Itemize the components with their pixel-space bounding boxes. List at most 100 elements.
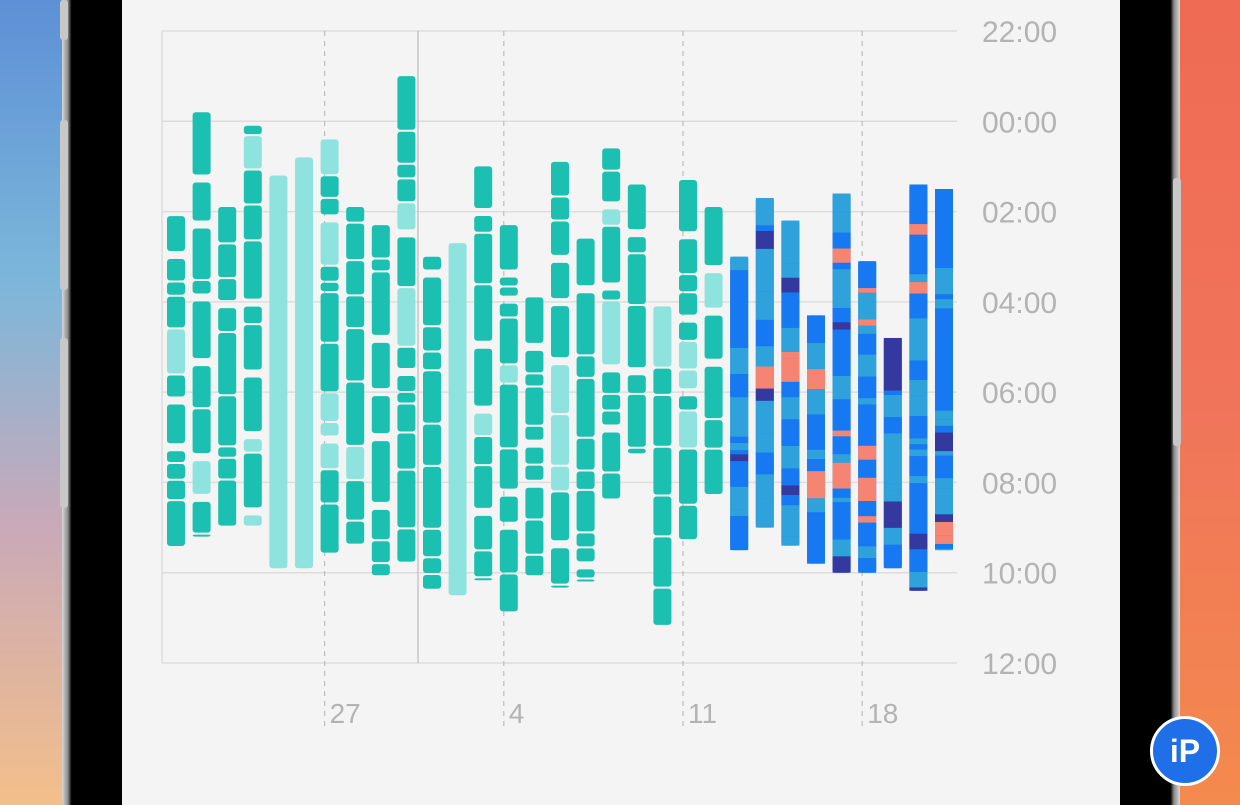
sleep-segment: [653, 496, 672, 536]
sleep-segment: [243, 136, 262, 169]
sleep-segment: [807, 343, 825, 370]
sleep-segment: [883, 501, 902, 528]
sleep-segment: [653, 537, 672, 587]
sleep-bar: [730, 256, 749, 551]
sleep-segment: [832, 462, 851, 489]
sleep-segment: [807, 369, 825, 390]
sleep-segment: [653, 306, 672, 367]
sleep-schedule-chart: 22:00 00:00 02:00 04:00 06:00 08:00 10:00 12:00…: [161, 16, 1057, 730]
sleep-segment: [883, 365, 902, 391]
sleep-segment: [832, 329, 851, 335]
y-axis-ticks: 22:00 00:00 02:00 04:00 06:00 08:00 10:00 12:00: [982, 16, 1057, 681]
x-tick-label: 18: [867, 698, 898, 729]
sleep-segment: [346, 481, 365, 520]
sleep-segment: [525, 297, 544, 343]
sleep-segment: [858, 445, 877, 460]
sleep-bar: [883, 337, 902, 569]
sleep-segment: [423, 371, 441, 423]
sleep-segment: [935, 336, 953, 359]
sleep-segment: [807, 449, 825, 460]
sleep-segment: [218, 333, 237, 395]
sleep-segment: [243, 306, 262, 324]
sleep-segment: [448, 243, 467, 596]
sleep-segment: [935, 478, 953, 489]
sleep-segment: [551, 262, 569, 299]
sleep-segment: [807, 536, 825, 563]
sleep-segment: [679, 411, 697, 448]
sleep-segment: [781, 495, 800, 506]
sleep-segment: [320, 393, 339, 422]
sleep-segment: [704, 366, 723, 419]
sleep-segment: [346, 329, 365, 381]
sleep-segment: [755, 198, 774, 226]
sleep-segment: [858, 522, 877, 547]
sleep-segment: [167, 404, 185, 444]
sleep-segment: [627, 305, 646, 368]
sleep-segment: [832, 556, 851, 573]
sleep-segment: [320, 470, 339, 503]
sleep-bar: [781, 220, 800, 546]
sleep-segment: [935, 308, 953, 337]
sleep-segment: [474, 413, 493, 436]
sleep-segment: [704, 449, 723, 494]
sleep-segment: [167, 296, 185, 328]
sleep-segment: [499, 449, 518, 489]
sleep-segment: [730, 529, 749, 534]
sleep-segment: [909, 533, 928, 550]
sleep-segment: [730, 443, 749, 451]
sleep-segment: [781, 358, 800, 382]
sleep-segment: [243, 325, 262, 370]
sleep-segment: [909, 483, 928, 510]
sleep-segment: [730, 421, 749, 437]
sleep-segment: [832, 322, 851, 330]
sleep-segment: [167, 451, 185, 463]
sleep-segment: [192, 281, 211, 294]
sleep-segment: [551, 585, 569, 588]
sleep-segment: [935, 451, 953, 456]
sleep-segment: [653, 395, 672, 446]
sleep-segment: [474, 437, 493, 465]
sleep-segment: [832, 212, 851, 233]
sleep-segment: [576, 471, 595, 489]
sleep-segment: [192, 182, 211, 221]
sleep-segment: [499, 365, 518, 383]
sleep-segment: [679, 341, 697, 369]
sleep-segment: [883, 527, 902, 545]
sleep-segment: [832, 399, 851, 416]
sleep-segment: [218, 480, 237, 526]
sleep-segment: [474, 578, 493, 581]
sleep-segment: [602, 372, 621, 393]
sleep-segment: [781, 292, 800, 307]
sleep-segment: [909, 525, 928, 534]
sleep-segment: [909, 184, 928, 193]
sleep-segment: [858, 319, 877, 326]
sleep-bar: [627, 184, 646, 454]
sleep-segment: [397, 203, 416, 230]
sleep-segment: [730, 461, 749, 487]
phone-power-button: [1173, 178, 1181, 446]
sleep-bar: [653, 306, 672, 625]
sleep-segment: [858, 430, 877, 446]
sleep-segment: [243, 515, 262, 526]
sleep-segment: [730, 436, 749, 444]
sleep-segment: [499, 287, 518, 296]
sleep-segment: [371, 396, 390, 434]
sleep-segment: [909, 282, 928, 294]
sleep-segment: [371, 564, 390, 576]
sleep-segment: [602, 473, 621, 499]
sleep-segment: [474, 466, 493, 508]
sleep-segment: [499, 574, 518, 612]
sleep-segment: [167, 480, 185, 500]
sleep-segment: [218, 207, 237, 243]
sleep-segment: [781, 220, 800, 238]
y-tick-label: 02:00: [982, 197, 1057, 230]
sleep-segment: [909, 336, 928, 361]
sleep-segment: [858, 404, 877, 414]
sleep-segment: [525, 465, 544, 480]
sleep-segment: [397, 288, 416, 346]
sleep-segment: [781, 381, 800, 398]
sleep-segment: [551, 161, 569, 196]
sleep-segment: [755, 231, 774, 249]
sleep-bar: [243, 125, 262, 526]
sleep-segment: [218, 308, 237, 332]
